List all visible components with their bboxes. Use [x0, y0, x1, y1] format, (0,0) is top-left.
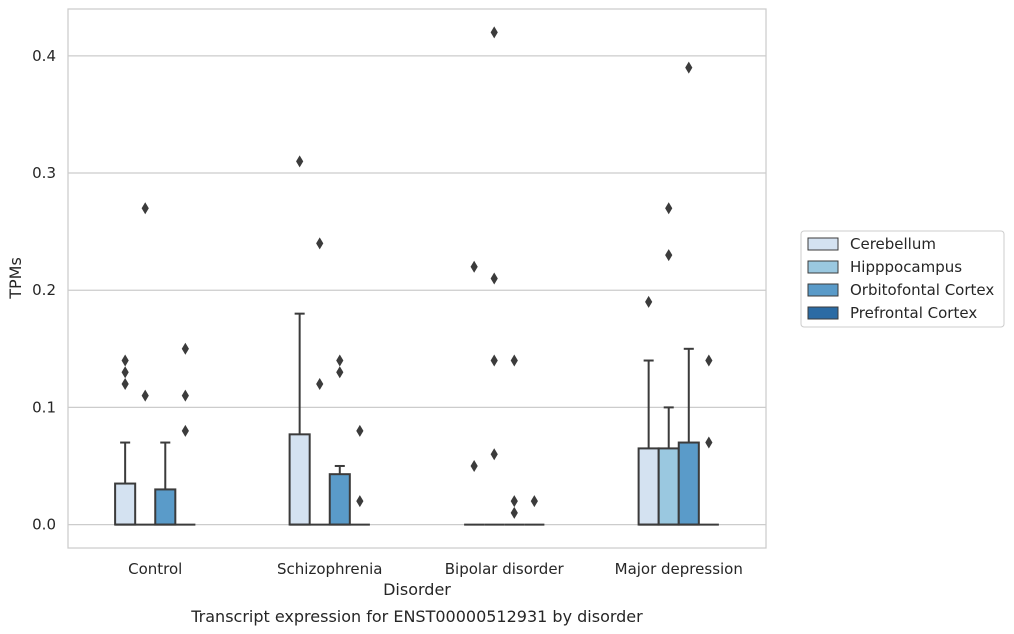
- outlier-point: [470, 459, 478, 472]
- x-tick-label: Schizophrenia: [277, 560, 382, 578]
- box-body: [154, 488, 177, 526]
- legend-swatch: [807, 260, 839, 274]
- y-tick-label: 0.4: [32, 47, 56, 65]
- legend-label: Orbitofontal Cortex: [850, 281, 994, 299]
- outlier-point: [181, 389, 189, 402]
- box-orbitofontal-cortex: [154, 441, 177, 526]
- outlier-point: [121, 366, 129, 379]
- y-tick-label: 0.3: [32, 164, 56, 182]
- boxes: [114, 26, 719, 526]
- outlier-point: [510, 354, 518, 367]
- box-body: [328, 473, 351, 526]
- figure-caption: Transcript expression for ENST0000051293…: [190, 607, 643, 626]
- box-body: [677, 441, 700, 526]
- box-cerebellum: [114, 354, 137, 526]
- y-tick-label: 0.1: [32, 398, 56, 416]
- outlier-point: [645, 295, 653, 308]
- box-hipppocampus: [135, 202, 156, 526]
- outlier-point: [665, 202, 673, 215]
- box-prefrontal-cortex: [175, 342, 196, 526]
- outlier-point: [296, 155, 304, 168]
- outlier-point: [665, 249, 673, 262]
- outlier-point: [705, 354, 713, 367]
- outlier-point: [121, 354, 129, 367]
- outlier-point: [121, 377, 129, 390]
- legend-swatch: [807, 306, 839, 320]
- box-body: [114, 482, 137, 526]
- plot-frame: [67, 8, 767, 549]
- x-tick-label: Control: [128, 560, 182, 578]
- box-cerebellum: [464, 260, 485, 526]
- legend-label: Hipppocampus: [850, 258, 962, 276]
- outlier-point: [181, 342, 189, 355]
- legend-swatch: [807, 283, 839, 297]
- box-body: [288, 433, 311, 526]
- outlier-point: [141, 202, 149, 215]
- outlier-point: [181, 424, 189, 437]
- outlier-point: [336, 366, 344, 379]
- outlier-point: [316, 237, 324, 250]
- outlier-point: [510, 506, 518, 519]
- box-cerebellum: [288, 155, 311, 526]
- y-axis-label: TPMs: [6, 257, 25, 300]
- x-tick-label: Major depression: [615, 560, 743, 578]
- outlier-point: [470, 260, 478, 273]
- x-tick-label: Bipolar disorder: [445, 560, 565, 578]
- outlier-point: [530, 495, 538, 508]
- box-hipppocampus: [484, 26, 505, 526]
- legend: Cerebellum Hipppocampus Orbitofontal Corte…: [800, 230, 1005, 328]
- box-prefrontal-cortex: [698, 354, 719, 526]
- box-orbitofontal-cortex: [677, 61, 700, 526]
- box-body: [637, 447, 660, 526]
- legend-label: Cerebellum: [850, 235, 936, 253]
- outlier-point: [336, 354, 344, 367]
- legend-label: Prefrontal Cortex: [850, 304, 977, 322]
- box-prefrontal-cortex: [524, 495, 545, 526]
- outlier-point: [490, 448, 498, 461]
- box-body: [657, 447, 680, 526]
- outlier-point: [490, 272, 498, 285]
- outlier-point: [356, 424, 364, 437]
- outlier-point: [356, 495, 364, 508]
- outlier-point: [141, 389, 149, 402]
- box-prefrontal-cortex: [349, 424, 370, 526]
- legend-swatch: [807, 237, 839, 251]
- outlier-point: [490, 26, 498, 39]
- box-hipppocampus: [309, 237, 330, 526]
- y-tick-labels: 0.0 0.1 0.2 0.3 0.4: [32, 47, 56, 534]
- box-cerebellum: [637, 295, 660, 526]
- y-tick-label: 0.0: [32, 516, 56, 534]
- outlier-point: [685, 61, 693, 74]
- box-orbitofontal-cortex: [504, 354, 525, 526]
- x-tick-labels: Control Schizophrenia Bipolar disorder Majo…: [128, 560, 743, 578]
- outlier-point: [490, 354, 498, 367]
- outlier-point: [705, 436, 713, 449]
- y-tick-label: 0.2: [32, 281, 56, 299]
- outlier-point: [316, 377, 324, 390]
- box-orbitofontal-cortex: [328, 354, 351, 526]
- box-hipppocampus: [657, 202, 680, 526]
- x-axis-label: Disorder: [383, 580, 451, 599]
- outlier-point: [510, 495, 518, 508]
- legend-frame: [800, 230, 1005, 328]
